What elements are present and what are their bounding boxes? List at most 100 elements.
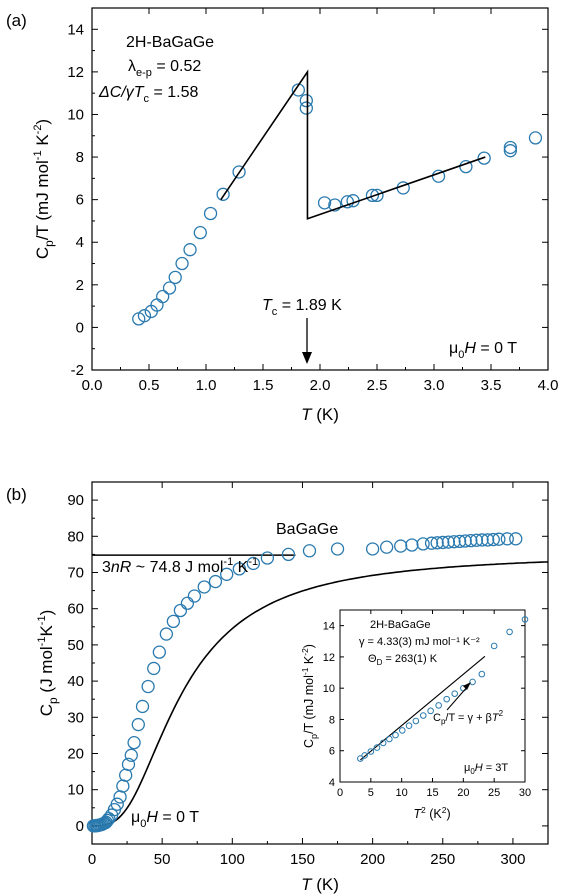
b-data-point	[330, 542, 345, 556]
b-data-point	[232, 562, 246, 576]
a-x-tick-label: 4.0	[538, 377, 559, 394]
inset-x-axis-title: T2 (K2)	[413, 805, 450, 821]
a-data-point	[299, 101, 313, 115]
b-y-tick-label: 0	[76, 818, 84, 835]
panel-b-material-label: BaGaGe	[276, 521, 338, 538]
a-data-point	[299, 93, 313, 108]
b-data-point	[416, 537, 430, 551]
inset-formula-arrow-shaft	[446, 685, 469, 711]
b-x-tick-label: 200	[360, 851, 385, 868]
panel-a-fit-line	[220, 69, 486, 220]
b-x-tick-label: 300	[500, 851, 525, 868]
b-data-point	[469, 533, 484, 547]
b-x-tick-label: 0	[88, 851, 96, 868]
panel-b-y-axis-title: Cp (J mol-1K-1)	[36, 610, 60, 717]
c-data-point	[379, 739, 387, 747]
b-data-point	[486, 532, 500, 547]
c-data-point	[398, 727, 406, 734]
b-data-point	[159, 627, 174, 641]
b-data-point	[124, 748, 138, 762]
a-data-point	[137, 309, 152, 323]
b-y-tick-label: 10	[67, 782, 84, 799]
b-data-point	[173, 603, 188, 618]
b-data-point	[187, 589, 202, 603]
c-data-point	[506, 628, 513, 636]
c-data-point	[478, 670, 486, 678]
panel-a-y-ticks: -2 0 2 4 6 8 10 12 14	[67, 21, 548, 379]
panel-b-points	[86, 532, 523, 833]
b-data-point	[246, 556, 261, 571]
a-data-point	[328, 198, 342, 212]
b-data-point	[441, 535, 456, 549]
a-y-tick-label: 10	[67, 106, 84, 123]
b-data-point	[166, 614, 181, 629]
b-data-point	[197, 580, 211, 594]
b-y-tick-label: 40	[67, 673, 84, 690]
c-data-point	[469, 678, 476, 686]
panel-b-field-label: μ0H = 0 T	[131, 809, 199, 830]
a-y-tick-label: 4	[76, 234, 84, 251]
b-data-point	[220, 567, 234, 581]
b-data-point	[394, 539, 408, 553]
panel-b-x-axis-title: T (K)	[301, 875, 339, 894]
panel-b-x-ticks: 0 50 100 150 200 250 300	[88, 482, 525, 868]
c-data-point	[490, 642, 498, 650]
b-y-tick-label: 60	[67, 601, 84, 618]
a-data-point	[183, 243, 197, 257]
a-data-point	[477, 151, 491, 165]
b-data-point	[116, 779, 130, 793]
c-data-point	[367, 748, 375, 755]
c-x-tick-label: 5	[368, 787, 374, 799]
a-data-point	[156, 289, 170, 304]
b-data-point	[127, 735, 141, 750]
b-data-point	[458, 534, 472, 548]
c-data-point	[412, 717, 420, 725]
a-data-point	[528, 131, 543, 145]
a-x-tick-label: 1.0	[196, 377, 217, 394]
panel-b-debye-fit-curve	[93, 561, 549, 827]
panel-a-material-label: 2H-BaGaGe	[126, 34, 214, 51]
c-data-point	[405, 722, 413, 730]
a-data-point	[503, 140, 518, 155]
b-data-point	[121, 757, 136, 772]
inset-background	[340, 610, 525, 782]
panel-a-x-axis-title: T (K)	[301, 405, 339, 424]
a-x-tick-label: 2.0	[310, 377, 331, 394]
inset-y-ticks: 4 6 8 10 12 14	[323, 621, 525, 789]
panel-b-label: (b)	[6, 485, 27, 504]
c-data-point	[361, 752, 368, 759]
a-x-tick-label: 0.5	[139, 377, 160, 394]
c-x-tick-label: 20	[457, 787, 469, 799]
b-data-point	[452, 534, 467, 549]
inset-formula-label: Cp/T = γ + βT2	[433, 709, 504, 726]
b-y-tick-label: 70	[67, 565, 84, 582]
inset-theta-label: ΘD = 263(1) K	[368, 653, 438, 667]
a-data-point	[175, 256, 189, 271]
c-y-tick-label: 4	[329, 777, 335, 789]
c-x-tick-label: 0	[337, 787, 343, 799]
inset-formula-arrow-head	[463, 682, 471, 690]
a-y-tick-label: 8	[76, 149, 84, 166]
inset-material-label: 2H-BaGaGe	[370, 619, 431, 631]
b-data-point	[113, 790, 127, 804]
panel-a: (a) 0.0 0.5 1.0 1.5 2.0 2.5 3.0 3.5 4.0 -2 0 2 4 6 8 1…	[6, 7, 559, 424]
c-data-point	[392, 731, 399, 739]
b-data-point	[110, 797, 124, 811]
b-data-point	[260, 551, 275, 565]
a-data-point	[365, 188, 380, 203]
b-data-point	[302, 544, 317, 558]
b-data-point	[147, 661, 161, 676]
a-data-point	[216, 187, 230, 201]
b-data-point	[500, 532, 514, 546]
a-data-point	[193, 226, 207, 240]
inset-panel: 0 5 10 15 20 25 30 4 6 8 10 12 14 Cp/T (mJ mol-1 K-…	[300, 609, 531, 821]
panel-a-jump-label: ΔC/γTc = 1.58	[98, 84, 198, 105]
inset-gamma-label: γ = 4.33(3) mJ mol⁻¹ K⁻²	[359, 636, 480, 648]
panel-a-label: (a)	[6, 11, 27, 30]
a-x-tick-label: 1.5	[253, 377, 274, 394]
c-data-point	[521, 616, 529, 623]
c-y-tick-label: 10	[323, 683, 335, 695]
panel-a-tc-arrow-head	[302, 352, 312, 364]
b-x-tick-label: 250	[430, 851, 455, 868]
